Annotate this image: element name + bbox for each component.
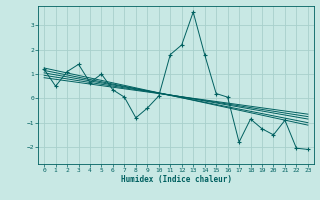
X-axis label: Humidex (Indice chaleur): Humidex (Indice chaleur) xyxy=(121,175,231,184)
